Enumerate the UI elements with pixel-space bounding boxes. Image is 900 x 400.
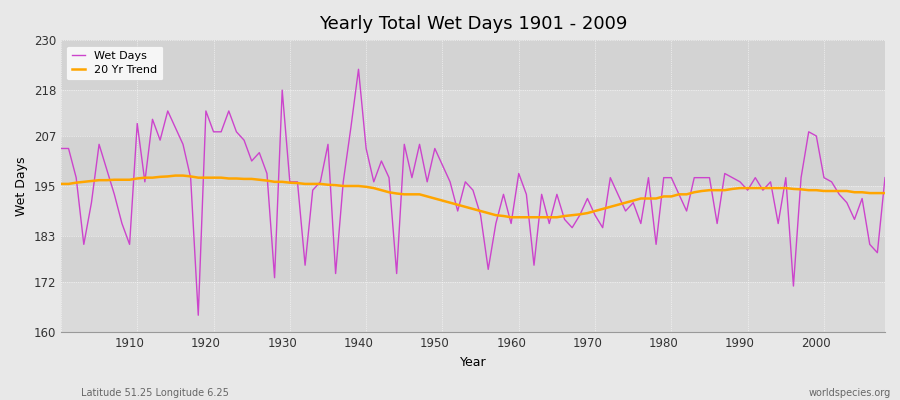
Wet Days bbox=[613, 192, 624, 197]
Text: worldspecies.org: worldspecies.org bbox=[809, 388, 891, 398]
Line: Wet Days: Wet Days bbox=[61, 69, 885, 315]
Wet Days bbox=[292, 180, 303, 184]
Wet Days bbox=[56, 146, 67, 151]
Legend: Wet Days, 20 Yr Trend: Wet Days, 20 Yr Trend bbox=[67, 46, 163, 80]
Line: 20 Yr Trend: 20 Yr Trend bbox=[61, 176, 885, 217]
20 Yr Trend bbox=[338, 184, 348, 188]
Text: Latitude 51.25 Longitude 6.25: Latitude 51.25 Longitude 6.25 bbox=[81, 388, 229, 398]
20 Yr Trend bbox=[521, 215, 532, 220]
20 Yr Trend bbox=[879, 191, 890, 196]
Wet Days bbox=[353, 67, 364, 72]
Bar bbox=[61, 40, 885, 90]
Bar bbox=[61, 236, 885, 282]
Bar bbox=[61, 282, 885, 332]
Bar bbox=[61, 186, 885, 236]
Wet Days bbox=[338, 180, 348, 184]
20 Yr Trend bbox=[292, 181, 303, 186]
Wet Days bbox=[879, 175, 890, 180]
20 Yr Trend bbox=[613, 202, 624, 207]
Wet Days bbox=[193, 313, 203, 318]
Wet Days bbox=[521, 192, 532, 197]
Bar bbox=[61, 136, 885, 186]
20 Yr Trend bbox=[170, 173, 181, 178]
20 Yr Trend bbox=[506, 215, 517, 220]
X-axis label: Year: Year bbox=[460, 356, 486, 369]
Wet Days bbox=[513, 171, 524, 176]
Title: Yearly Total Wet Days 1901 - 2009: Yearly Total Wet Days 1901 - 2009 bbox=[319, 15, 627, 33]
Y-axis label: Wet Days: Wet Days bbox=[15, 156, 28, 216]
20 Yr Trend bbox=[513, 215, 524, 220]
20 Yr Trend bbox=[117, 177, 128, 182]
Bar bbox=[61, 90, 885, 136]
20 Yr Trend bbox=[56, 182, 67, 186]
Wet Days bbox=[117, 221, 128, 226]
